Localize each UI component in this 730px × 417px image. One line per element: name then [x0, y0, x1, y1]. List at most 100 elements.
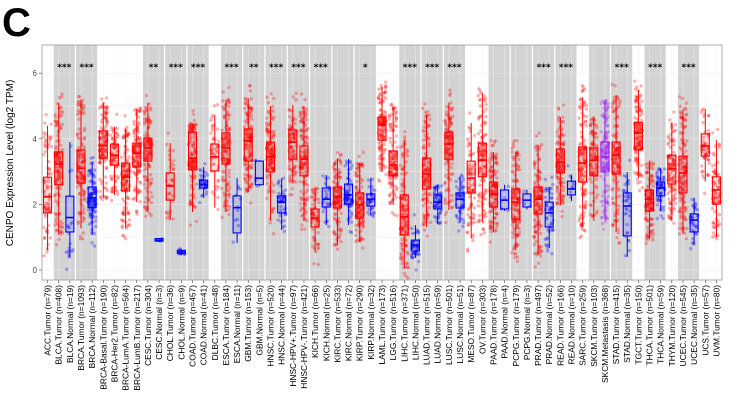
data-point: [41, 153, 46, 157]
data-point: [276, 218, 280, 222]
data-point: [425, 234, 429, 238]
data-point: [79, 171, 83, 175]
data-point: [605, 123, 610, 128]
data-point: [79, 171, 84, 176]
data-point: [89, 198, 94, 202]
data-point: [227, 171, 231, 176]
data-point: [111, 159, 116, 163]
data-point: [55, 186, 59, 190]
data-point: [445, 127, 449, 132]
data-point: [137, 189, 141, 193]
data-point: [394, 115, 398, 119]
data-point: [510, 169, 515, 173]
data-point: [188, 200, 193, 205]
data-point: [484, 107, 488, 111]
data-point: [133, 171, 137, 176]
data-point: [53, 223, 57, 227]
data-point: [293, 121, 297, 126]
data-point: [46, 242, 50, 246]
data-point: [600, 221, 605, 226]
data-point: [112, 146, 116, 151]
data-point: [76, 108, 80, 113]
data-point: [105, 188, 109, 193]
data-point: [304, 198, 308, 202]
data-point: [204, 170, 208, 175]
data-point: [116, 192, 120, 197]
data-point: [58, 165, 62, 169]
data-point: [132, 130, 136, 135]
data-point: [59, 169, 63, 174]
data-point: [88, 179, 92, 184]
data-point: [54, 119, 58, 124]
data-point: [603, 220, 608, 224]
data-point: [388, 140, 393, 144]
data-point: [78, 95, 82, 99]
data-point: [538, 231, 543, 236]
data-point: [400, 261, 405, 266]
data-point: [321, 209, 325, 214]
data-point: [92, 203, 96, 208]
data-point: [211, 113, 215, 117]
data-point: [143, 186, 148, 190]
data-point: [304, 110, 309, 114]
data-point: [105, 106, 109, 111]
data-point: [58, 155, 62, 159]
data-point: [293, 171, 297, 176]
data-point: [265, 95, 269, 100]
data-point: [268, 217, 272, 221]
data-point: [100, 197, 105, 202]
data-point: [466, 212, 470, 217]
data-point: [59, 229, 63, 234]
data-point: [137, 167, 141, 172]
data-point: [584, 103, 589, 107]
data-point: [121, 169, 126, 174]
data-point: [383, 80, 388, 84]
data-point: [612, 109, 616, 114]
data-point: [403, 137, 407, 141]
data-point: [387, 117, 391, 121]
data-point: [493, 172, 498, 177]
data-point: [144, 207, 148, 212]
data-point: [99, 113, 104, 117]
data-point: [76, 160, 81, 164]
data-point: [457, 229, 461, 233]
data-point: [354, 170, 358, 175]
data-point: [242, 106, 247, 111]
data-point: [123, 114, 127, 118]
data-point: [595, 193, 600, 197]
data-point: [123, 186, 128, 191]
data-point: [59, 231, 63, 236]
data-point: [269, 92, 273, 96]
data-point: [555, 201, 559, 205]
data-point: [122, 177, 127, 181]
data-point: [109, 176, 114, 181]
data-point: [89, 200, 93, 204]
data-point: [92, 202, 96, 206]
data-point: [421, 203, 425, 208]
data-point: [384, 172, 388, 177]
data-point: [461, 186, 465, 190]
data-point: [46, 176, 50, 181]
data-point: [56, 202, 60, 207]
data-point: [281, 176, 286, 181]
data-point: [137, 135, 142, 140]
data-point: [53, 112, 57, 117]
gridlines: [42, 45, 722, 280]
data-point: [249, 106, 253, 111]
data-point: [60, 113, 64, 118]
data-point: [102, 135, 107, 139]
data-point: [136, 138, 140, 142]
data-point: [171, 158, 176, 163]
data-point: [110, 128, 115, 133]
data-point: [148, 139, 153, 143]
data-point: [88, 193, 92, 197]
data-point: [594, 123, 598, 127]
data-point: [494, 229, 498, 233]
data-point: [132, 146, 136, 150]
data-point: [604, 109, 609, 113]
data-point: [133, 158, 137, 163]
data-point: [104, 112, 109, 117]
data-point: [104, 96, 109, 100]
data-point: [115, 189, 120, 194]
data-point: [132, 122, 136, 127]
